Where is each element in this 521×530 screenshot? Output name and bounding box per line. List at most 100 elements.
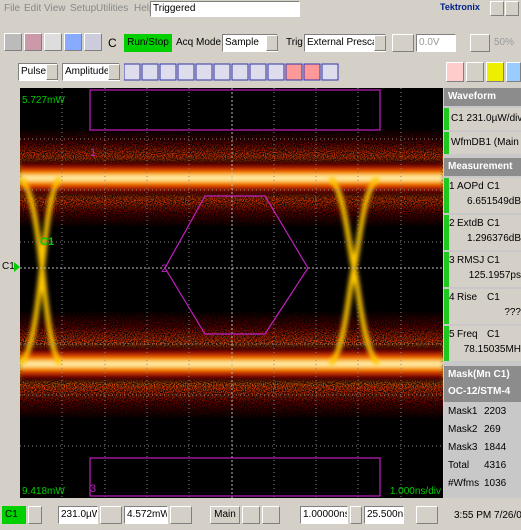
measurement-icons[interactable] — [124, 63, 344, 81]
run-stop-button[interactable]: Run/Stop — [124, 34, 172, 52]
timebase-mode-button[interactable]: Main — [210, 506, 240, 524]
measurement-index: 3 — [449, 255, 455, 267]
view-icon[interactable] — [446, 62, 464, 82]
dropdown-arrow[interactable] — [374, 35, 386, 51]
menu-item[interactable]: Utilities — [96, 3, 128, 14]
scope-app: File Edit View Setup Utilities Help Trig… — [0, 0, 521, 530]
measurement-name: RMSJ — [457, 255, 484, 267]
panel-header: Measurement — [444, 158, 521, 176]
c-label: C — [108, 36, 117, 50]
measurement-name: Rise — [457, 292, 477, 304]
mask-header: Mask(Mn C1)OC-12/STM-4 — [444, 366, 521, 402]
view-icon[interactable] — [506, 62, 521, 82]
measurement-value: 125.1957ps — [469, 270, 521, 282]
waveform-scale[interactable]: C1 231.0µW/div — [444, 108, 521, 130]
measurement-source: C1 — [487, 181, 500, 193]
measurement-index: 4 — [449, 292, 455, 304]
mask-count-label: Total — [448, 460, 469, 471]
trig-label: Trig — [286, 37, 303, 48]
vertical-offset[interactable]: 4.572mW — [124, 506, 168, 524]
mask-label: 3 — [90, 483, 96, 495]
status-bar: C1 231.0µW/ 4.572mW Main 1.00000ns 25.50… — [0, 500, 521, 530]
measurement-name: Freq — [457, 329, 478, 341]
waveform-db[interactable]: WfmDB1 (Main — [444, 132, 521, 154]
menu-item[interactable]: File — [4, 3, 20, 14]
measurement-value: 78.15035MH — [464, 344, 521, 356]
top-reference: 5.727mW — [22, 95, 65, 106]
dropdown-arrow[interactable] — [46, 64, 58, 80]
brand-logo: Tektronix — [440, 2, 480, 12]
mask-count-label: Mask1 — [448, 406, 477, 417]
mask-count-label: Mask2 — [448, 424, 477, 435]
measurement-index: 5 — [449, 329, 455, 341]
menu-bar: File Edit View Setup Utilities Help Trig… — [0, 0, 521, 18]
waveform-icon[interactable] — [64, 33, 82, 51]
spin-button[interactable] — [416, 506, 438, 524]
cursor-icon[interactable] — [84, 33, 102, 51]
eye-diagram-display: 5.727mW 9.418mW 1.000ns/div C1 1 2 3 — [20, 88, 443, 498]
measurement-name: ExtdB — [457, 218, 484, 230]
minimize-button[interactable] — [490, 1, 504, 16]
mask-count-value: 269 — [484, 424, 501, 435]
trig-level-field[interactable]: 0.0V — [416, 34, 456, 52]
measurement-source: C1 — [487, 329, 500, 341]
channel-marker: C1 — [2, 261, 15, 272]
percent-button[interactable]: 50% — [494, 37, 514, 48]
measurement-source: C1 — [487, 292, 500, 304]
trigger-status: Triggered — [150, 1, 300, 17]
measurement-value: 1.296376dB — [467, 233, 521, 245]
menu-item[interactable]: Edit — [24, 3, 41, 14]
toolbar-2: Pulse Amplitude — [0, 62, 521, 82]
mask-count-value: 2203 — [484, 406, 506, 417]
mask-count-value: 4316 — [484, 460, 506, 471]
mask-count-label: #Wfms — [448, 478, 479, 489]
mask-count-value: 1036 — [484, 478, 506, 489]
toolbar: C Run/Stop Acq Mode Sample Trig External… — [0, 30, 521, 56]
bottom-reference: 9.418mW — [22, 486, 65, 497]
right-panel: Waveform C1 231.0µW/div WfmDB1 (Main Mea… — [444, 88, 521, 498]
panel-header: Waveform — [444, 88, 521, 106]
measurement-source: C1 — [487, 255, 500, 267]
dropdown-arrow[interactable] — [108, 64, 120, 80]
restore-button[interactable] — [505, 1, 519, 16]
acq-mode-label: Acq Mode — [176, 37, 221, 48]
spin-button[interactable] — [350, 506, 362, 524]
view-icon[interactable] — [466, 62, 484, 82]
timebase-label: 1.000ns/div — [390, 486, 441, 497]
mask-count-value: 1844 — [484, 442, 506, 453]
measurement-index: 2 — [449, 218, 455, 230]
dropdown-arrow[interactable] — [266, 35, 278, 51]
measurement-value: ??? — [504, 307, 521, 319]
zoom-button[interactable] — [262, 506, 280, 524]
print-icon[interactable] — [4, 33, 22, 51]
slope-button[interactable] — [392, 34, 414, 52]
zoom-button[interactable] — [242, 506, 260, 524]
measurement-index: 1 — [449, 181, 455, 193]
horizontal-position[interactable]: 25.500n — [364, 506, 404, 524]
function-icon[interactable] — [44, 33, 62, 51]
view-icon[interactable] — [486, 62, 504, 82]
mask-label: 1 — [90, 147, 96, 159]
mask-title: Mask(Mn C1) — [448, 369, 510, 380]
spin-button[interactable] — [470, 34, 490, 52]
measurement-name: AOPd — [457, 181, 484, 193]
measurement-value: 6.651549dB — [467, 196, 521, 208]
horizontal-scale[interactable]: 1.00000ns — [300, 506, 348, 524]
channel-button[interactable]: C1 — [2, 506, 26, 524]
spin-button[interactable] — [170, 506, 192, 524]
mask-label: 2 — [161, 263, 167, 275]
menu-item[interactable]: View — [44, 3, 66, 14]
mask-count-label: Mask3 — [448, 442, 477, 453]
vertical-scale[interactable]: 231.0µW/ — [58, 506, 98, 524]
spin-button[interactable] — [100, 506, 122, 524]
tools-icon[interactable] — [24, 33, 42, 51]
menu-item[interactable]: Setup — [70, 3, 96, 14]
up-arrow[interactable] — [28, 506, 42, 524]
measurement-source: C1 — [487, 218, 500, 230]
clock: 3:55 PM 7/26/0 — [454, 510, 521, 521]
